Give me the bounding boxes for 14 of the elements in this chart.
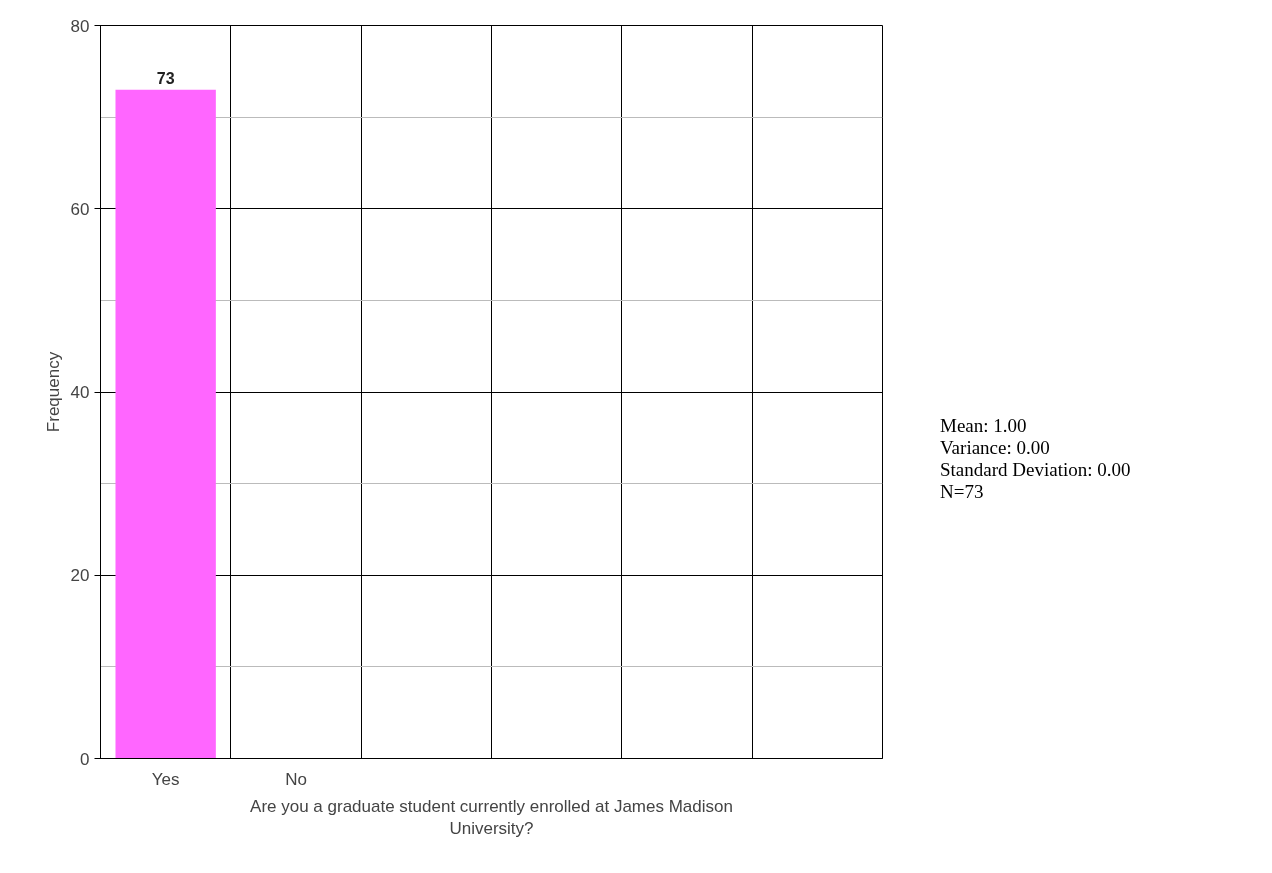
text: Variance: 0.00 xyxy=(940,437,1050,458)
x-tick-label: No xyxy=(285,769,307,789)
text: Mean: 1.00 xyxy=(940,415,1027,436)
x-tick-label: Yes xyxy=(151,769,180,789)
y-tick-label: 40 xyxy=(70,383,90,402)
data-label: 73 xyxy=(156,69,175,87)
text: Standard Deviation: 0.00 xyxy=(940,459,1131,480)
y-tick-label: 20 xyxy=(70,566,90,586)
y-tick-label: 60 xyxy=(70,199,90,219)
y-axis-title: Frequency xyxy=(43,351,63,433)
text: N=73 xyxy=(940,481,984,502)
y-tick-label: 0 xyxy=(80,749,90,769)
x-axis-title: Are you a graduate student currently enrolled at James Madison University? xyxy=(250,796,733,839)
y-tick-label: 80 xyxy=(70,16,90,36)
